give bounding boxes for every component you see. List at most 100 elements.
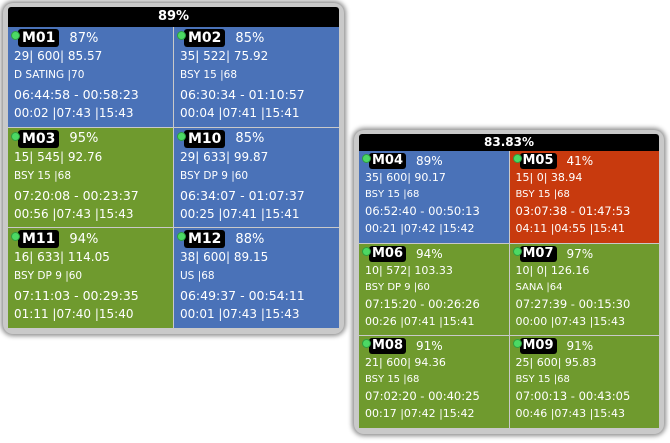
machine-group-panel-1: 89% M01 87% 29| 600| 85.57 D SATING |70 06:4… [3,3,344,334]
machine-shift-times: 00:46 |07:43 |15:43 [515,407,626,421]
machine-id-badge: M05 [519,153,557,169]
machine-counts: 35| 522| 75.92 [180,49,269,63]
machine-article: BSY DP 9 |60 [14,270,83,283]
machine-run-times: 06:30:34 - 01:10:57 [180,87,305,102]
machine-run-times: 07:20:08 - 00:23:37 [14,187,139,203]
group-efficiency-header: 83.83% [359,134,659,151]
machine-counts: 35| 600| 90.17 [365,171,446,184]
machine-tile-m04[interactable]: M04 89% 35| 600| 90.17 BSY 15 |68 06:52:40 -… [359,151,509,243]
status-indicator-icon [362,339,371,349]
group-efficiency-header: 89% [8,7,339,27]
status-indicator-icon [11,31,20,40]
machine-efficiency: 85% [235,131,265,147]
machine-article: BSY 15 |68 [365,189,420,200]
machine-shift-times: 00:02 |07:43 |15:43 [14,106,134,120]
machine-run-times: 06:44:58 - 00:58:23 [14,87,139,102]
machine-tile-m03[interactable]: M03 95% 15| 545| 92.76 BSY 15 |68 07:20:08 -… [8,127,173,228]
machine-tile-m02[interactable]: M02 85% 35| 522| 75.92 BSY 15 |68 06:30:34 -… [174,27,339,127]
machine-article: BSY DP 9 |60 [180,169,249,182]
machine-counts: 29| 600| 85.57 [14,49,103,63]
status-indicator-icon [11,232,20,242]
machine-efficiency: 97% [566,246,594,261]
machine-shift-times: 00:00 |07:43 |15:43 [515,314,626,328]
machine-id-badge: M12 [184,230,226,249]
machine-run-times: 07:27:39 - 00:15:30 [515,296,631,311]
status-indicator-icon [177,131,186,141]
machine-shift-times: 04:11 |04:55 |15:41 [515,222,626,235]
machine-shift-times: 00:25 |07:41 |15:41 [180,206,300,221]
machine-id-badge: M08 [369,338,407,355]
machine-counts: 15| 545| 92.76 [14,149,103,164]
machine-run-times: 07:11:03 - 00:29:35 [14,288,139,304]
machine-article: BSY 15 |68 [14,169,72,182]
machine-counts: 29| 633| 99.87 [180,149,269,164]
machine-efficiency: 85% [235,30,265,46]
machine-tile-m06[interactable]: M06 94% 10| 572| 103.33 BSY DP 9 |60 07:15:2… [359,243,509,336]
machine-efficiency: 91% [566,339,594,354]
machine-efficiency: 91% [416,339,443,354]
machine-grid: M01 87% 29| 600| 85.57 D SATING |70 06:44:58… [8,27,339,328]
machine-id-badge: M09 [519,338,557,355]
machine-counts: 16| 633| 114.05 [14,250,110,265]
status-indicator-icon [177,31,186,40]
machine-id-badge: M11 [18,230,60,249]
status-indicator-icon [512,246,522,256]
machine-id-badge: M10 [184,129,226,148]
machine-tile-m11[interactable]: M11 94% 16| 633| 114.05 BSY DP 9 |60 07:11:0… [8,228,173,328]
machine-id-badge: M02 [184,29,226,47]
machine-efficiency: 95% [69,131,99,147]
machine-article: BSY 15 |68 [365,374,420,386]
machine-shift-times: 01:11 |07:40 |15:40 [14,307,134,322]
machine-tile-m10[interactable]: M10 85% 29| 633| 99.87 BSY DP 9 |60 06:34:07… [174,127,339,228]
machine-run-times: 03:07:38 - 01:47:53 [515,204,631,218]
machine-run-times: 06:52:40 - 00:50:13 [365,204,480,218]
machine-id-badge: M06 [369,245,407,262]
machine-article: BSY 15 |68 [515,374,570,386]
machine-efficiency: 87% [69,30,99,46]
machine-grid: M04 89% 35| 600| 90.17 BSY 15 |68 06:52:40 -… [359,151,659,428]
machine-shift-times: 00:01 |07:43 |15:43 [180,307,300,322]
machine-run-times: 07:00:13 - 00:43:05 [515,389,631,404]
machine-article: BSY DP 9 |60 [365,281,430,293]
machine-counts: 10| 0| 126.16 [515,263,590,277]
machine-tile-m12[interactable]: M12 88% 38| 600| 89.15 US |68 06:49:37 - 00:… [174,228,339,328]
machine-article: BSY 15 |68 [180,69,238,81]
machine-run-times: 07:15:20 - 00:26:26 [365,296,480,311]
machine-id-badge: M01 [18,29,60,47]
machine-shift-times: 00:04 |07:41 |15:41 [180,106,300,120]
machine-article: D SATING |70 [14,69,85,81]
machine-tile-m08[interactable]: M08 91% 21| 600| 94.36 BSY 15 |68 07:02:20 -… [359,336,509,428]
status-indicator-icon [512,154,522,163]
machine-counts: 15| 0| 38.94 [515,171,583,184]
machine-tile-m01[interactable]: M01 87% 29| 600| 85.57 D SATING |70 06:44:58… [8,27,173,127]
machine-efficiency: 94% [416,246,443,261]
status-indicator-icon [362,246,371,256]
machine-shift-times: 00:17 |07:42 |15:42 [365,407,475,421]
machine-efficiency: 41% [566,154,594,168]
machine-shift-times: 00:21 |07:42 |15:42 [365,222,475,235]
machine-article: US |68 [180,270,215,283]
machine-counts: 38| 600| 89.15 [180,250,269,265]
machine-counts: 25| 600| 95.83 [515,356,597,370]
machine-tile-m05[interactable]: M05 41% 15| 0| 38.94 BSY 15 |68 03:07:38 - 0… [509,151,659,243]
machine-run-times: 06:34:07 - 01:07:37 [180,187,305,203]
machine-tile-m07[interactable]: M07 97% 10| 0| 126.16 SANA |64 07:27:39 - 00… [509,243,659,336]
machine-run-times: 07:02:20 - 00:40:25 [365,389,480,404]
status-indicator-icon [11,131,20,141]
machine-id-badge: M03 [18,129,60,148]
machine-counts: 10| 572| 103.33 [365,263,453,277]
machine-article: SANA |64 [515,281,563,293]
machine-id-badge: M07 [519,245,557,262]
machine-tile-m09[interactable]: M09 91% 25| 600| 95.83 BSY 15 |68 07:00:13 -… [509,336,659,428]
machine-shift-times: 00:26 |07:41 |15:41 [365,314,475,328]
machine-efficiency: 94% [69,231,99,247]
machine-efficiency: 89% [416,154,443,168]
status-indicator-icon [512,339,522,349]
machine-run-times: 06:49:37 - 00:54:11 [180,288,305,304]
machine-shift-times: 00:56 |07:43 |15:43 [14,206,134,221]
machine-efficiency: 88% [235,231,265,247]
machine-group-panel-2: 83.83% M04 89% 35| 600| 90.17 BSY 15 |68 06:… [354,130,664,434]
machine-counts: 21| 600| 94.36 [365,356,446,370]
status-indicator-icon [177,232,186,242]
machine-id-badge: M04 [369,153,407,169]
